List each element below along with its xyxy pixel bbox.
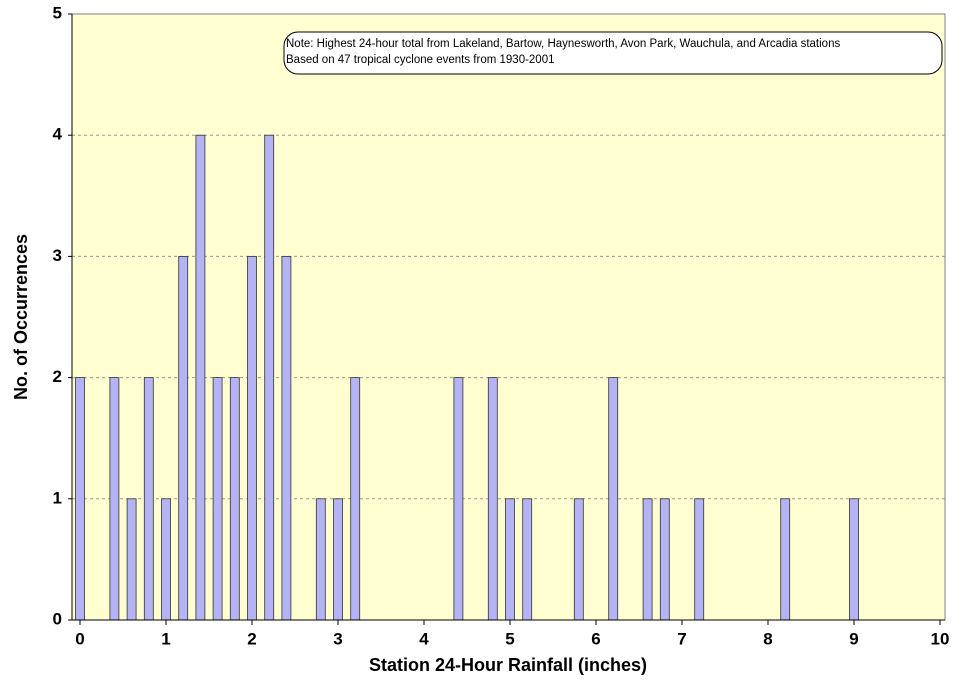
x-tick-label: 7 (677, 629, 686, 648)
bars (75, 134, 859, 621)
bar (264, 134, 275, 621)
bar (109, 377, 120, 621)
bar (178, 255, 189, 621)
y-tick-label: 4 (53, 125, 63, 144)
bar (522, 498, 533, 621)
y-tick-label: 5 (53, 3, 62, 22)
x-tick-label: 2 (247, 629, 256, 648)
x-tick-label: 5 (505, 629, 514, 648)
note-box (283, 31, 943, 75)
bar (573, 498, 584, 621)
note-line: Based on 47 tropical cyclone events from… (286, 54, 555, 66)
bar (659, 498, 670, 621)
x-tick-label: 3 (333, 629, 342, 648)
x-tick-label: 10 (931, 629, 950, 648)
bar (126, 498, 137, 621)
bar (161, 498, 171, 621)
bar (195, 134, 206, 621)
bar (281, 255, 292, 621)
bar (453, 377, 464, 621)
y-tick-label: 0 (53, 609, 62, 628)
bar (487, 377, 498, 621)
x-axis-title: Station 24-Hour Rainfall (inches) (369, 655, 647, 675)
bar (780, 498, 791, 621)
y-tick-label: 3 (53, 246, 62, 265)
bar (75, 377, 85, 621)
bar (212, 377, 223, 621)
x-tick-label: 6 (591, 629, 600, 648)
bar (315, 498, 326, 621)
x-tick-label: 0 (75, 629, 84, 648)
bar (849, 498, 859, 621)
bar (333, 498, 343, 621)
bar (642, 498, 653, 621)
y-axis-title: No. of Occurrences (11, 234, 31, 400)
bar (247, 255, 257, 621)
bar (350, 377, 361, 621)
note-line: Note: Highest 24-hour total from Lakelan… (286, 38, 840, 50)
y-tick-label: 2 (53, 367, 62, 386)
x-tick-label: 9 (849, 629, 858, 648)
bar (694, 498, 705, 621)
x-tick-label: 4 (419, 629, 429, 648)
bar (505, 498, 515, 621)
bar (229, 377, 240, 621)
bar (608, 377, 619, 621)
bar (143, 377, 154, 621)
x-tick-label: 1 (161, 629, 170, 648)
y-tick-label: 1 (53, 488, 62, 507)
x-tick-label: 8 (763, 629, 772, 648)
